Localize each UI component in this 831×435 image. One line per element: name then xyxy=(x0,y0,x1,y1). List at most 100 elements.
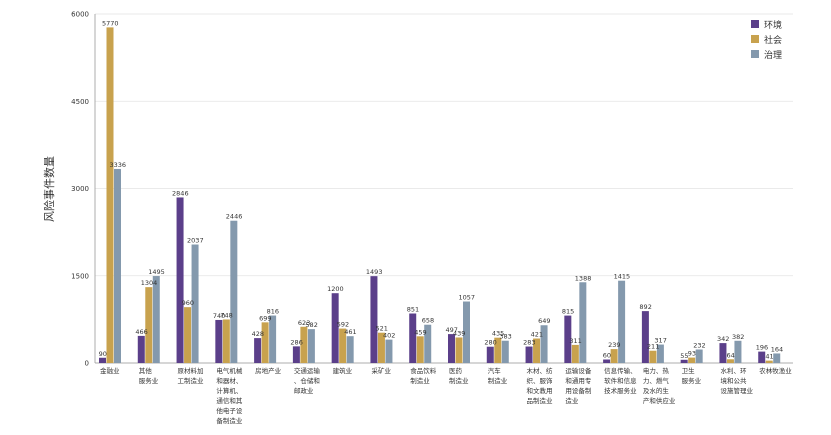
bar xyxy=(307,329,315,363)
bar xyxy=(137,335,145,363)
x-tick-label: 卫生服务业 xyxy=(682,366,702,385)
bar xyxy=(409,313,417,363)
x-tick-label: 木材、纺织、服饰和文教用品制造业 xyxy=(527,366,554,405)
x-tick-label-line: 医药 xyxy=(449,366,463,375)
bar xyxy=(579,282,587,363)
data-label: 196 xyxy=(756,344,768,352)
x-tick-label: 汽车制造业 xyxy=(488,366,508,385)
bar xyxy=(719,343,727,363)
bar xyxy=(773,353,781,363)
bar xyxy=(641,311,649,363)
data-label: 283 xyxy=(523,339,535,347)
data-label: 90 xyxy=(99,350,107,358)
x-tick-label: 农林牧渔业 xyxy=(759,366,792,375)
x-tick-label-line: 农林牧渔业 xyxy=(759,366,792,375)
x-tick-label-line: 计算机、 xyxy=(216,386,242,395)
x-tick-label-line: 信息传输、 xyxy=(604,366,637,375)
x-tick-label-line: 他电子设 xyxy=(216,406,243,415)
data-label: 658 xyxy=(422,317,434,325)
bar xyxy=(564,315,572,363)
data-label: 5770 xyxy=(102,19,119,27)
data-label: 402 xyxy=(383,332,395,340)
bar xyxy=(222,319,230,363)
data-label: 1415 xyxy=(614,273,631,281)
y-tick-label: 3000 xyxy=(71,185,89,193)
x-tick-label-line: 技术服务业 xyxy=(604,386,637,395)
bar xyxy=(494,337,502,363)
bar xyxy=(145,287,153,363)
x-tick-label: 交通运输、仓储和邮政业 xyxy=(294,366,321,395)
bar xyxy=(176,197,184,363)
x-tick-label-line: 交通运输 xyxy=(294,366,321,375)
data-label: 317 xyxy=(654,337,666,345)
data-label: 428 xyxy=(252,330,264,338)
data-label: 211 xyxy=(647,343,659,351)
bar xyxy=(501,340,509,363)
bar xyxy=(184,307,192,363)
y-tick-label: 4500 xyxy=(71,98,89,106)
bar xyxy=(656,344,664,363)
x-tick-label: 信息传输、软件和信息技术服务业 xyxy=(604,366,637,395)
data-label: 55 xyxy=(680,352,688,360)
x-tick-label-line: 制造业 xyxy=(410,376,430,385)
data-label: 421 xyxy=(531,331,543,339)
data-label: 382 xyxy=(732,333,744,341)
data-label: 461 xyxy=(344,328,356,336)
data-label: 1057 xyxy=(458,294,475,302)
y-tick-label: 1500 xyxy=(71,272,89,280)
x-tick-label-line: 邮政业 xyxy=(294,386,314,395)
bar xyxy=(649,350,657,363)
bar xyxy=(331,293,339,363)
data-label: 239 xyxy=(608,341,620,349)
data-label: 280 xyxy=(484,339,496,347)
x-tick-label-line: 通信和其 xyxy=(216,396,243,405)
x-tick-label: 原材料加工制造业 xyxy=(178,366,205,385)
bar xyxy=(734,340,742,363)
bar xyxy=(540,325,548,363)
data-label: 892 xyxy=(639,303,651,311)
data-label: 1495 xyxy=(148,268,165,276)
x-tick-label-line: 境和公共 xyxy=(720,376,747,385)
x-tick-label-line: 品制造业 xyxy=(527,396,554,405)
bar xyxy=(370,276,378,363)
bar xyxy=(758,351,766,363)
data-label: 623 xyxy=(298,319,310,327)
bar xyxy=(416,336,424,363)
bar xyxy=(618,280,626,363)
data-label: 41 xyxy=(765,353,773,361)
bar xyxy=(463,301,470,363)
x-tick-label: 房地产业 xyxy=(255,366,282,375)
bar xyxy=(603,359,611,363)
bar xyxy=(346,336,354,363)
x-tick-label-line: 织、服饰 xyxy=(527,376,554,385)
x-tick-label-line: 其他 xyxy=(139,366,153,375)
data-label: 1493 xyxy=(366,268,383,276)
bar xyxy=(765,360,773,363)
data-label: 1200 xyxy=(327,285,344,293)
x-tick-label-line: 造业 xyxy=(565,396,579,405)
x-tick-label: 其他服务业 xyxy=(139,366,159,385)
x-tick-label-line: 电力、热 xyxy=(643,366,670,375)
x-tick-label: 水利、环境和公共设施管理业 xyxy=(720,366,753,395)
bar xyxy=(695,349,703,363)
x-tick-label: 建筑业 xyxy=(333,366,353,375)
data-label: 851 xyxy=(407,306,419,314)
bar xyxy=(114,168,121,363)
bar xyxy=(292,346,300,363)
x-tick-label-line: 用设备制 xyxy=(565,386,592,395)
x-tick-label: 运输设备和通用专用设备制造业 xyxy=(565,366,592,405)
bar xyxy=(269,315,277,363)
x-tick-label-line: 软件和信息 xyxy=(604,376,637,385)
gridlines xyxy=(95,13,793,364)
bar xyxy=(525,346,533,363)
x-tick-label: 医药制造业 xyxy=(449,366,469,385)
bars xyxy=(99,27,781,364)
data-label: 521 xyxy=(375,325,387,333)
x-tick-label-line: 设施管理业 xyxy=(720,386,753,395)
bar xyxy=(385,339,393,363)
bar xyxy=(339,328,347,363)
x-tick-label-line: 食品饮料 xyxy=(410,366,437,375)
bar xyxy=(261,322,269,363)
data-label: 497 xyxy=(446,326,458,334)
